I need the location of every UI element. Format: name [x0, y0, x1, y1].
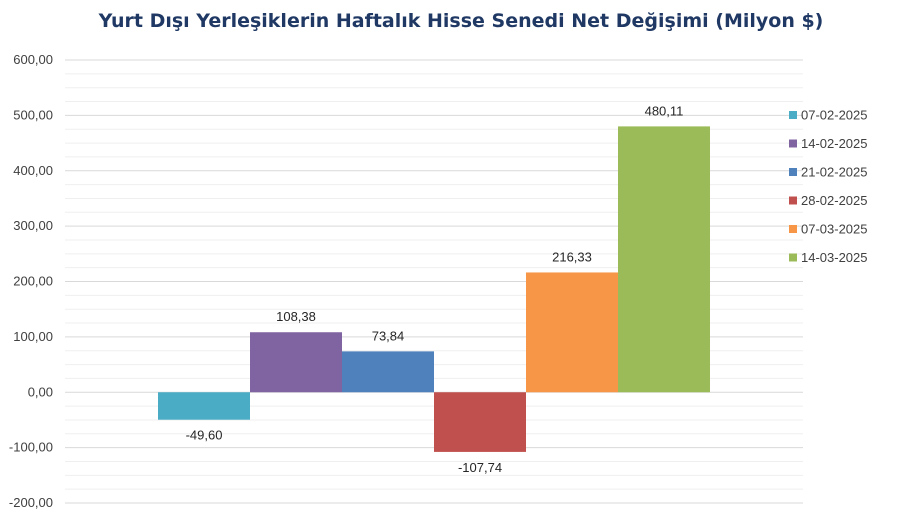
legend-label: 07-03-2025	[801, 222, 868, 237]
legend-label: 07-02-2025	[801, 108, 868, 123]
legend-label: 21-02-2025	[801, 165, 868, 180]
legend-label: 14-03-2025	[801, 250, 868, 265]
y-tick-label: -100,00	[9, 440, 53, 455]
data-label: 216,33	[552, 249, 592, 264]
data-label: -107,74	[458, 460, 502, 475]
bar	[342, 351, 434, 393]
legend-label: 14-02-2025	[801, 136, 868, 151]
y-tick-label: 300,00	[13, 218, 53, 233]
y-tick-label: 200,00	[13, 274, 53, 289]
legend-label: 28-02-2025	[801, 193, 868, 208]
y-tick-label: 500,00	[13, 107, 53, 122]
legend-swatch	[789, 225, 797, 233]
bar	[250, 332, 342, 393]
legend-swatch	[789, 111, 797, 119]
data-label: -49,60	[186, 428, 223, 443]
data-label: 480,11	[645, 103, 684, 118]
y-tick-label: 0,00	[28, 384, 53, 399]
y-tick-label: 600,00	[13, 52, 53, 67]
legend-swatch	[789, 168, 797, 176]
legend-swatch	[789, 139, 797, 148]
y-tick-label: 100,00	[13, 329, 53, 344]
bar	[434, 392, 526, 452]
bar	[618, 126, 710, 393]
data-label: 73,84	[372, 328, 405, 343]
y-tick-label: -200,00	[9, 495, 53, 510]
bar	[526, 272, 618, 393]
legend-swatch	[789, 253, 797, 262]
chart-title: Yurt Dışı Yerleşiklerin Haftalık Hisse S…	[98, 10, 824, 32]
y-tick-label: 400,00	[13, 163, 53, 178]
bar	[158, 392, 250, 420]
data-label: 108,38	[276, 309, 316, 324]
legend-swatch	[789, 196, 797, 205]
